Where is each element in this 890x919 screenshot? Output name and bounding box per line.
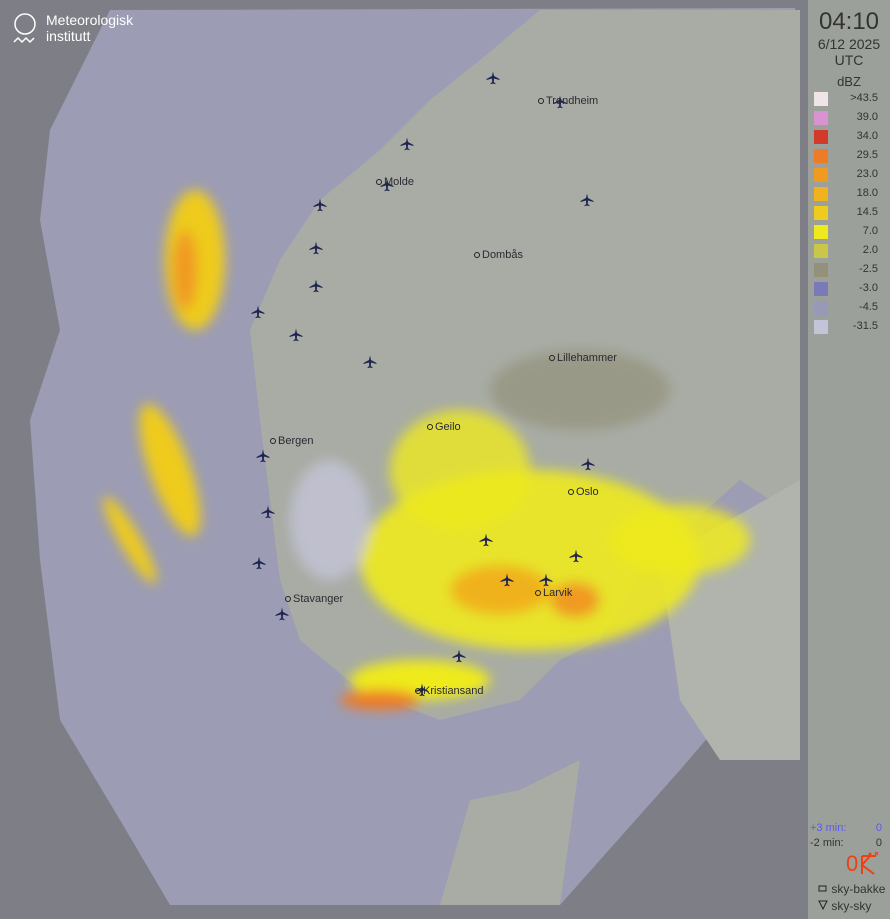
legend-label: -2.5	[859, 263, 878, 275]
legend-swatch	[814, 148, 828, 163]
legend-item: -2.5	[808, 260, 890, 279]
forecast-value: 0	[875, 822, 882, 834]
city-label: Stavanger	[285, 593, 343, 606]
legend-item: -4.5	[808, 298, 890, 317]
legend-item: 7.0	[808, 222, 890, 241]
legend-item: 18.0	[808, 184, 890, 203]
forecast-label: +3 min:	[810, 822, 847, 834]
legend-swatch	[814, 91, 828, 106]
city-label: Larvik	[535, 587, 572, 600]
legend-label: 39.0	[856, 111, 878, 123]
timezone: UTC	[834, 52, 864, 68]
legend-label: -3.0	[859, 282, 878, 294]
airport-icon	[363, 355, 377, 369]
legend-swatch	[814, 224, 828, 239]
legend-swatch	[814, 129, 828, 144]
airport-icon	[275, 607, 289, 621]
logo-icon	[13, 13, 36, 44]
city-label: Molde	[376, 176, 414, 189]
airport-icon	[581, 457, 595, 471]
legend-item: 39.0	[808, 108, 890, 127]
airport-icon	[309, 241, 323, 255]
airport-icon	[313, 198, 327, 212]
lightning-icon	[860, 852, 879, 875]
forecast-value: 0	[875, 837, 882, 849]
legend-swatch	[814, 319, 828, 334]
symbol-legend-item: sky-sky	[818, 899, 871, 913]
legend-unit: dBZ	[837, 74, 861, 89]
legend-label: -31.5	[852, 320, 878, 332]
airport-icon	[569, 549, 583, 563]
legend-label: 23.0	[856, 168, 878, 180]
legend-label: 18.0	[856, 187, 878, 199]
airport-icon	[289, 328, 303, 342]
city-label: Bergen	[270, 435, 313, 448]
triangle-down-icon	[818, 899, 828, 913]
time: 04:10	[818, 8, 880, 35]
precipitation	[103, 190, 750, 710]
legend-swatch	[814, 186, 828, 201]
symbol-legend-item: sky-bakke	[818, 882, 885, 896]
city-label: Oslo	[568, 486, 599, 499]
legend-swatch	[814, 110, 828, 125]
logo-line1: Meteorologisk	[46, 12, 134, 28]
legend-label: -4.5	[859, 301, 878, 313]
legend-item: >43.5	[808, 89, 890, 108]
airport-icon	[539, 573, 553, 587]
legend-item: -3.0	[808, 279, 890, 298]
airport-icon	[500, 573, 514, 587]
airport-icon	[486, 71, 500, 85]
legend-item: 34.0	[808, 127, 890, 146]
symbol-label: sky-bakke	[831, 882, 886, 896]
forecast-row: -2 min: 0	[808, 837, 890, 850]
legend-swatch	[814, 300, 828, 315]
airport-icon	[261, 505, 275, 519]
legend-label: 34.0	[856, 130, 878, 142]
legend-item: 2.0	[808, 241, 890, 260]
legend-swatch	[814, 205, 828, 220]
city-label: Lillehammer	[549, 352, 617, 365]
legend-swatch	[814, 243, 828, 258]
city-label: Trondheim	[538, 95, 598, 108]
legend-label: >43.5	[850, 92, 878, 104]
legend-item: 14.5	[808, 203, 890, 222]
legend-label: 14.5	[856, 206, 878, 218]
legend-item: 23.0	[808, 165, 890, 184]
logo-line2: institutt	[46, 28, 91, 44]
airport-icon	[252, 556, 266, 570]
airport-icon	[580, 193, 594, 207]
city-label: Kristiansand	[415, 685, 484, 698]
city-label: Geilo	[427, 421, 461, 434]
square-icon	[818, 882, 828, 896]
legend-panel: 04:10 6/12 2025 UTC dBZ >43.5 39.0 34.0 29.…	[808, 0, 890, 919]
city-label: Dombås	[474, 249, 523, 262]
land-denmark	[440, 760, 580, 905]
lightning-count: 0	[846, 851, 859, 876]
legend-swatch	[814, 167, 828, 182]
symbol-label: sky-sky	[831, 899, 872, 913]
legend-swatch	[814, 262, 828, 277]
legend: >43.5 39.0 34.0 29.5 23.0 18.0 14.5 7.0 2.0 -2.5 -…	[808, 89, 890, 336]
met-logo: Meteorologisk institutt	[12, 12, 133, 48]
forecast-row: +3 min: 0	[808, 822, 890, 835]
legend-label: 7.0	[862, 225, 878, 237]
forecast-label: -2 min:	[810, 837, 844, 849]
legend-swatch	[814, 281, 828, 296]
airport-icon	[452, 649, 466, 663]
airport-icon	[309, 279, 323, 293]
airport-icon	[479, 533, 493, 547]
legend-item: -31.5	[808, 317, 890, 336]
airport-icon	[256, 449, 270, 463]
legend-label: 29.5	[856, 149, 878, 161]
airport-icon	[251, 305, 265, 319]
legend-label: 2.0	[862, 244, 878, 256]
legend-item: 29.5	[808, 146, 890, 165]
lightning-indicator: 0	[846, 852, 880, 876]
date: 6/12 2025	[817, 36, 881, 52]
airport-icon	[400, 137, 414, 151]
